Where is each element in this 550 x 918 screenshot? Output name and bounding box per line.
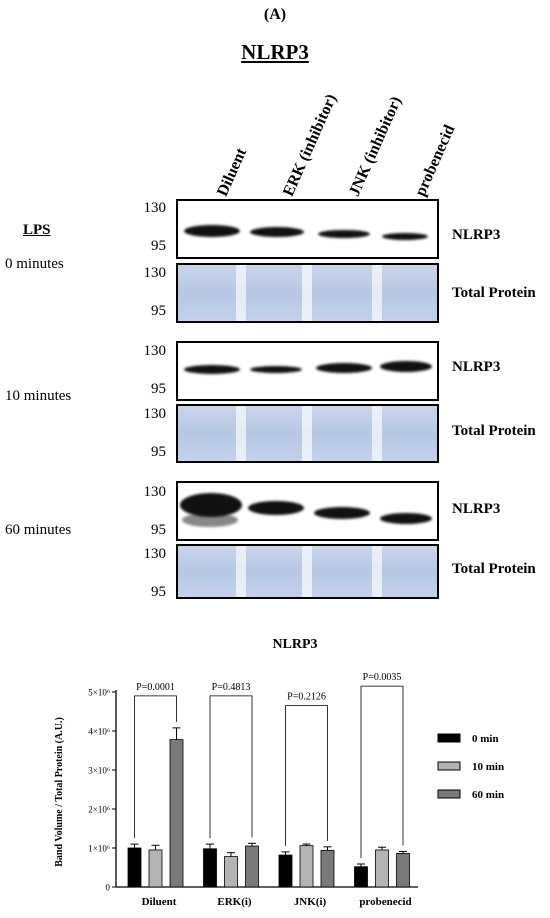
blot-label-total-protein: Total Protein bbox=[452, 423, 536, 439]
significance-bracket bbox=[209, 695, 253, 839]
bar-60min-probenecid bbox=[396, 853, 410, 888]
mw-marker: 130 bbox=[143, 546, 167, 562]
legend-swatch-60min bbox=[437, 789, 461, 799]
total-protein-blot-0min bbox=[176, 263, 439, 323]
x-tick-label: ERK(i) bbox=[217, 896, 252, 908]
legend-swatch-10min bbox=[437, 761, 461, 771]
mw-marker: 95 bbox=[151, 303, 166, 319]
p-value-label: P=0.4813 bbox=[212, 682, 251, 693]
mw-marker: 130 bbox=[143, 406, 167, 422]
blot-label-total-protein: Total Protein bbox=[452, 285, 536, 301]
total-protein-blot-60min bbox=[176, 544, 439, 599]
significance-bracket bbox=[285, 705, 328, 846]
mw-marker: 95 bbox=[151, 444, 166, 460]
mw-marker: 130 bbox=[143, 200, 167, 216]
mw-marker: 95 bbox=[151, 381, 166, 397]
bar-60min-diluent bbox=[169, 739, 184, 888]
lane-label-jnk: JNK (inhibitor) bbox=[346, 94, 406, 199]
blot-label-nlrp3: NLRP3 bbox=[452, 501, 501, 517]
timepoint-label: 0 minutes bbox=[5, 256, 64, 272]
mw-marker: 95 bbox=[151, 238, 166, 254]
legend-label-10min: 10 min bbox=[472, 761, 504, 773]
bar-10min-diluent bbox=[148, 849, 163, 888]
p-value-label: P=0.0035 bbox=[363, 672, 402, 683]
chart-title: NLRP3 bbox=[272, 637, 317, 652]
y-tick-label: 3×10⁶ bbox=[88, 766, 110, 776]
total-protein-blot-10min bbox=[176, 404, 439, 463]
y-tick-label: 2×10⁶ bbox=[88, 805, 110, 815]
y-tick-label: 5×10⁶ bbox=[88, 688, 110, 698]
p-value-label: P=0.2126 bbox=[287, 692, 326, 703]
nlrp3-bar-chart: NLRP3 Band Volume / Total Protein (A.U.)… bbox=[54, 637, 504, 908]
y-tick-label: 4×10⁶ bbox=[88, 727, 110, 737]
bar-0min-diluent bbox=[127, 847, 142, 888]
nlrp3-blot-10min bbox=[176, 341, 439, 401]
panel-label: (A) bbox=[263, 6, 287, 23]
nlrp3-blot-60min bbox=[176, 481, 439, 541]
legend-swatch-0min bbox=[437, 733, 461, 743]
figure-title: NLRP3 bbox=[241, 40, 309, 64]
bar-0min-erki bbox=[203, 848, 217, 888]
bar-10min-jnki bbox=[299, 845, 314, 888]
significance-bracket bbox=[134, 695, 177, 839]
mw-marker: 95 bbox=[151, 584, 166, 600]
lps-label: LPS bbox=[23, 222, 51, 238]
bar-10min-erki bbox=[224, 856, 238, 888]
lane-label-erk: ERK (inhibitor) bbox=[280, 91, 341, 199]
legend-label-60min: 60 min bbox=[472, 789, 504, 801]
bar-60min-erki bbox=[245, 845, 259, 888]
p-value-label: P=0.0001 bbox=[136, 682, 175, 693]
lane-label-diluent: Diluent bbox=[214, 145, 251, 199]
timepoint-label: 10 minutes bbox=[5, 388, 72, 404]
legend-label-0min: 0 min bbox=[472, 733, 499, 745]
timepoint-label: 60 minutes bbox=[5, 522, 72, 538]
bar-60min-jnki bbox=[320, 849, 335, 888]
blot-label-nlrp3: NLRP3 bbox=[452, 359, 501, 375]
mw-marker: 130 bbox=[143, 265, 167, 281]
x-tick-label: Diluent bbox=[142, 896, 177, 908]
bar-10min-probenecid bbox=[375, 849, 389, 888]
lane-label-probenecid: probenecid bbox=[412, 122, 459, 199]
bar-0min-probenecid bbox=[354, 866, 368, 888]
x-tick-label: JNK(i) bbox=[294, 896, 327, 908]
mw-marker: 130 bbox=[143, 343, 167, 359]
blot-label-nlrp3: NLRP3 bbox=[452, 227, 501, 243]
nlrp3-blot-0min bbox=[176, 199, 439, 259]
mw-marker: 130 bbox=[143, 484, 167, 500]
chart-y-axis-label: Band Volume / Total Protein (A.U.) bbox=[54, 717, 65, 867]
mw-marker: 95 bbox=[151, 522, 166, 538]
y-tick-label: 0 bbox=[106, 883, 111, 893]
blot-label-total-protein: Total Protein bbox=[452, 561, 536, 577]
bar-0min-jnki bbox=[278, 854, 293, 888]
y-tick-label: 1×10⁶ bbox=[88, 844, 110, 854]
x-tick-label: probenecid bbox=[359, 896, 411, 908]
significance-bracket bbox=[360, 685, 404, 858]
